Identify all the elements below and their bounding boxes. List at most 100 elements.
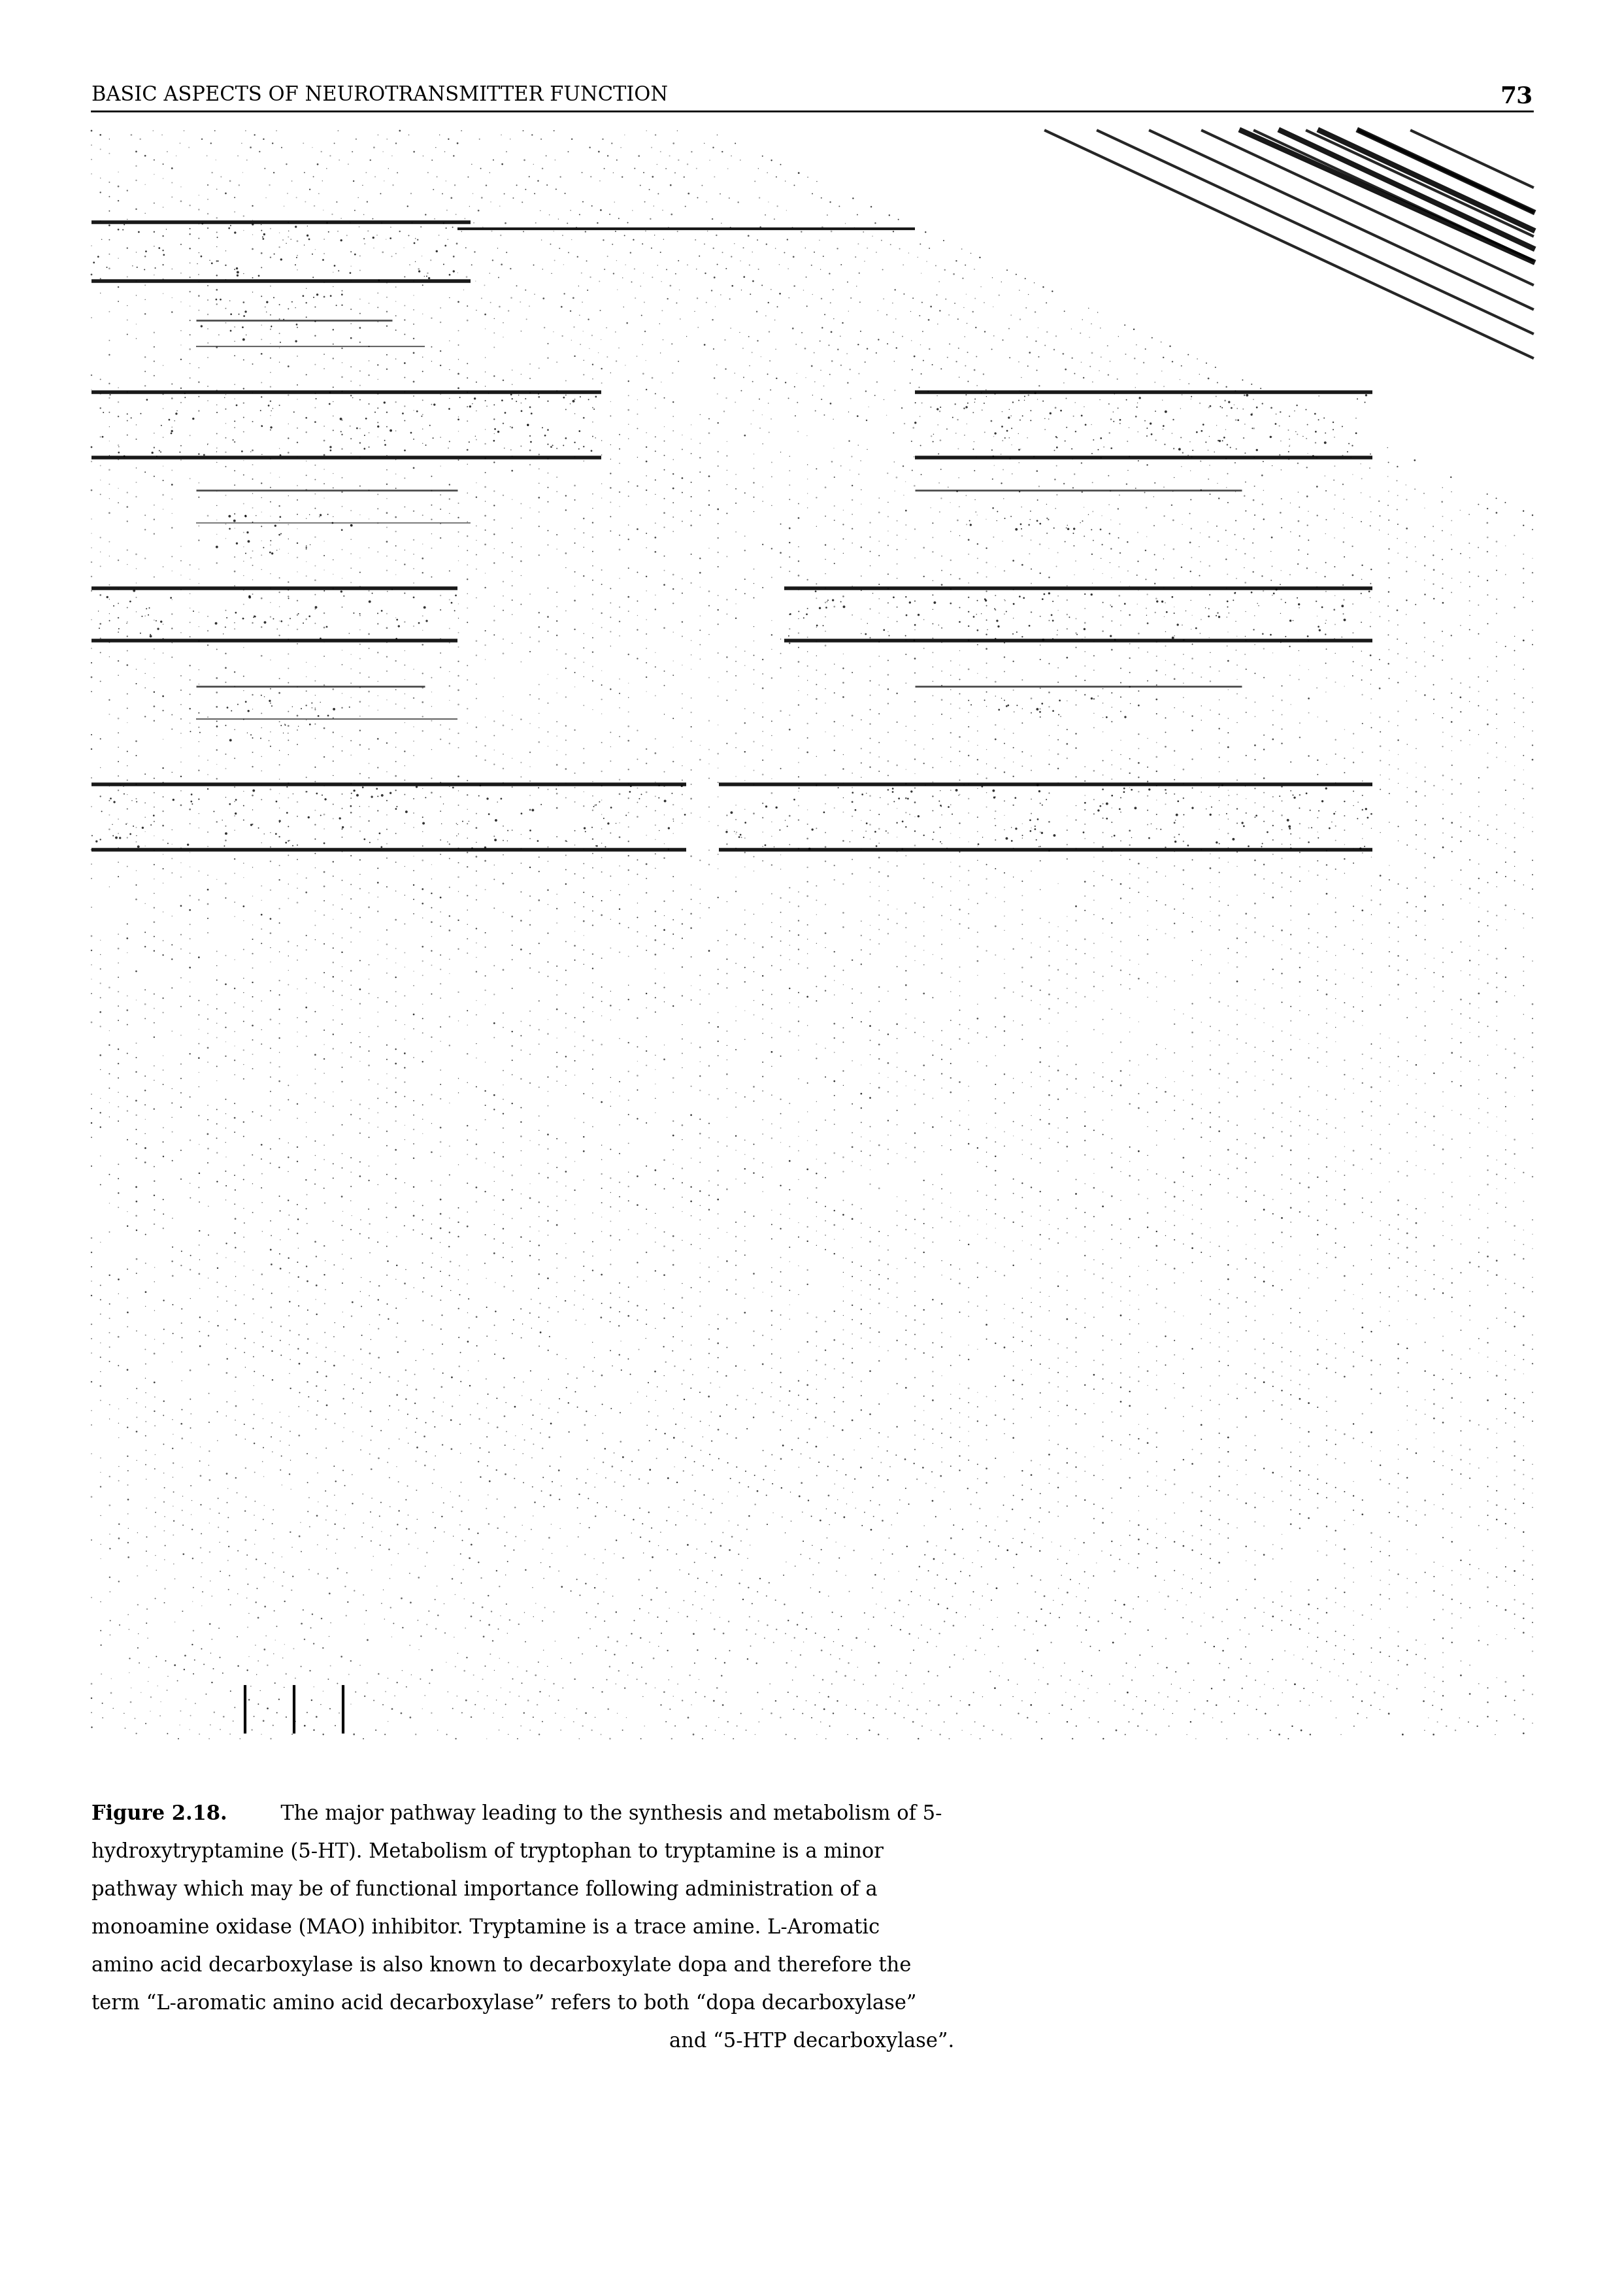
Point [1278, 1490, 1304, 1527]
Point [1332, 1128, 1358, 1165]
Point [546, 202, 572, 238]
Point [430, 786, 456, 823]
Point [132, 699, 158, 736]
Point [911, 1406, 937, 1442]
Point [598, 789, 624, 825]
Point [1431, 1403, 1457, 1440]
Point [1296, 1096, 1322, 1133]
Point [916, 1653, 942, 1690]
Point [643, 477, 669, 514]
Point [1421, 984, 1447, 1020]
Point [383, 514, 409, 550]
Point [633, 674, 659, 711]
Point [330, 1236, 356, 1273]
Point [1466, 846, 1492, 883]
Point [911, 557, 937, 594]
Point [1046, 1571, 1072, 1607]
Point [508, 1089, 534, 1126]
Point [672, 796, 698, 832]
Point [260, 1504, 286, 1541]
Point [1457, 1461, 1483, 1497]
Point [827, 188, 853, 225]
Point [1510, 578, 1536, 615]
Point [973, 1408, 999, 1445]
Point [625, 784, 651, 821]
Point [1367, 1534, 1393, 1571]
Point [883, 748, 909, 784]
Point [758, 142, 784, 179]
Point [357, 142, 383, 179]
Point [814, 1720, 840, 1756]
Point [1179, 1575, 1205, 1612]
Point [132, 282, 158, 319]
Point [463, 537, 489, 573]
Point [1009, 518, 1034, 555]
Point [149, 979, 175, 1016]
Point [274, 1153, 300, 1190]
Point [377, 1532, 403, 1568]
Point [1108, 679, 1134, 715]
Point [1108, 736, 1134, 773]
Point [588, 752, 614, 789]
Point [419, 1206, 445, 1243]
Point [758, 718, 784, 754]
Point [1046, 1052, 1072, 1089]
Point [1057, 598, 1083, 635]
Point [857, 1282, 883, 1318]
Point [320, 901, 346, 938]
Point [588, 351, 614, 388]
Point [577, 1509, 603, 1545]
Point [391, 906, 417, 942]
Point [643, 390, 669, 426]
Point [643, 504, 669, 541]
Point [768, 938, 794, 975]
Point [177, 1711, 203, 1747]
Point [401, 1270, 427, 1307]
Point [544, 947, 570, 984]
Point [222, 842, 248, 878]
Point [421, 420, 447, 456]
Point [786, 615, 812, 651]
Point [830, 578, 856, 615]
Point [162, 1646, 188, 1683]
Point [586, 133, 612, 170]
Point [750, 1144, 776, 1181]
Point [1233, 1025, 1259, 1062]
Point [294, 399, 320, 436]
Point [1043, 319, 1069, 355]
Point [1475, 605, 1501, 642]
Point [1072, 1454, 1098, 1490]
Point [258, 1218, 284, 1254]
Point [216, 211, 242, 248]
Point [983, 750, 1009, 786]
Point [677, 1369, 703, 1406]
Point [1314, 1176, 1340, 1213]
Point [222, 942, 248, 979]
Point [1385, 894, 1411, 931]
Point [1304, 1562, 1330, 1598]
Point [983, 621, 1009, 658]
Point [1215, 715, 1241, 752]
Point [258, 353, 284, 390]
Point [911, 342, 937, 378]
Point [913, 766, 939, 803]
Point [365, 936, 391, 972]
Point [833, 1557, 859, 1594]
Point [1502, 1020, 1528, 1057]
Point [518, 1380, 544, 1417]
Point [463, 839, 489, 876]
Point [518, 1282, 544, 1318]
Point [741, 1140, 767, 1176]
Point [390, 1610, 416, 1646]
Point [143, 1536, 169, 1573]
Point [715, 1330, 741, 1367]
Point [312, 523, 338, 559]
Point [830, 1211, 856, 1247]
Point [1484, 681, 1510, 718]
Point [283, 248, 309, 284]
Point [312, 1085, 338, 1121]
Point [499, 711, 525, 748]
Point [919, 764, 945, 800]
Point [830, 1241, 856, 1277]
Point [1475, 821, 1501, 858]
